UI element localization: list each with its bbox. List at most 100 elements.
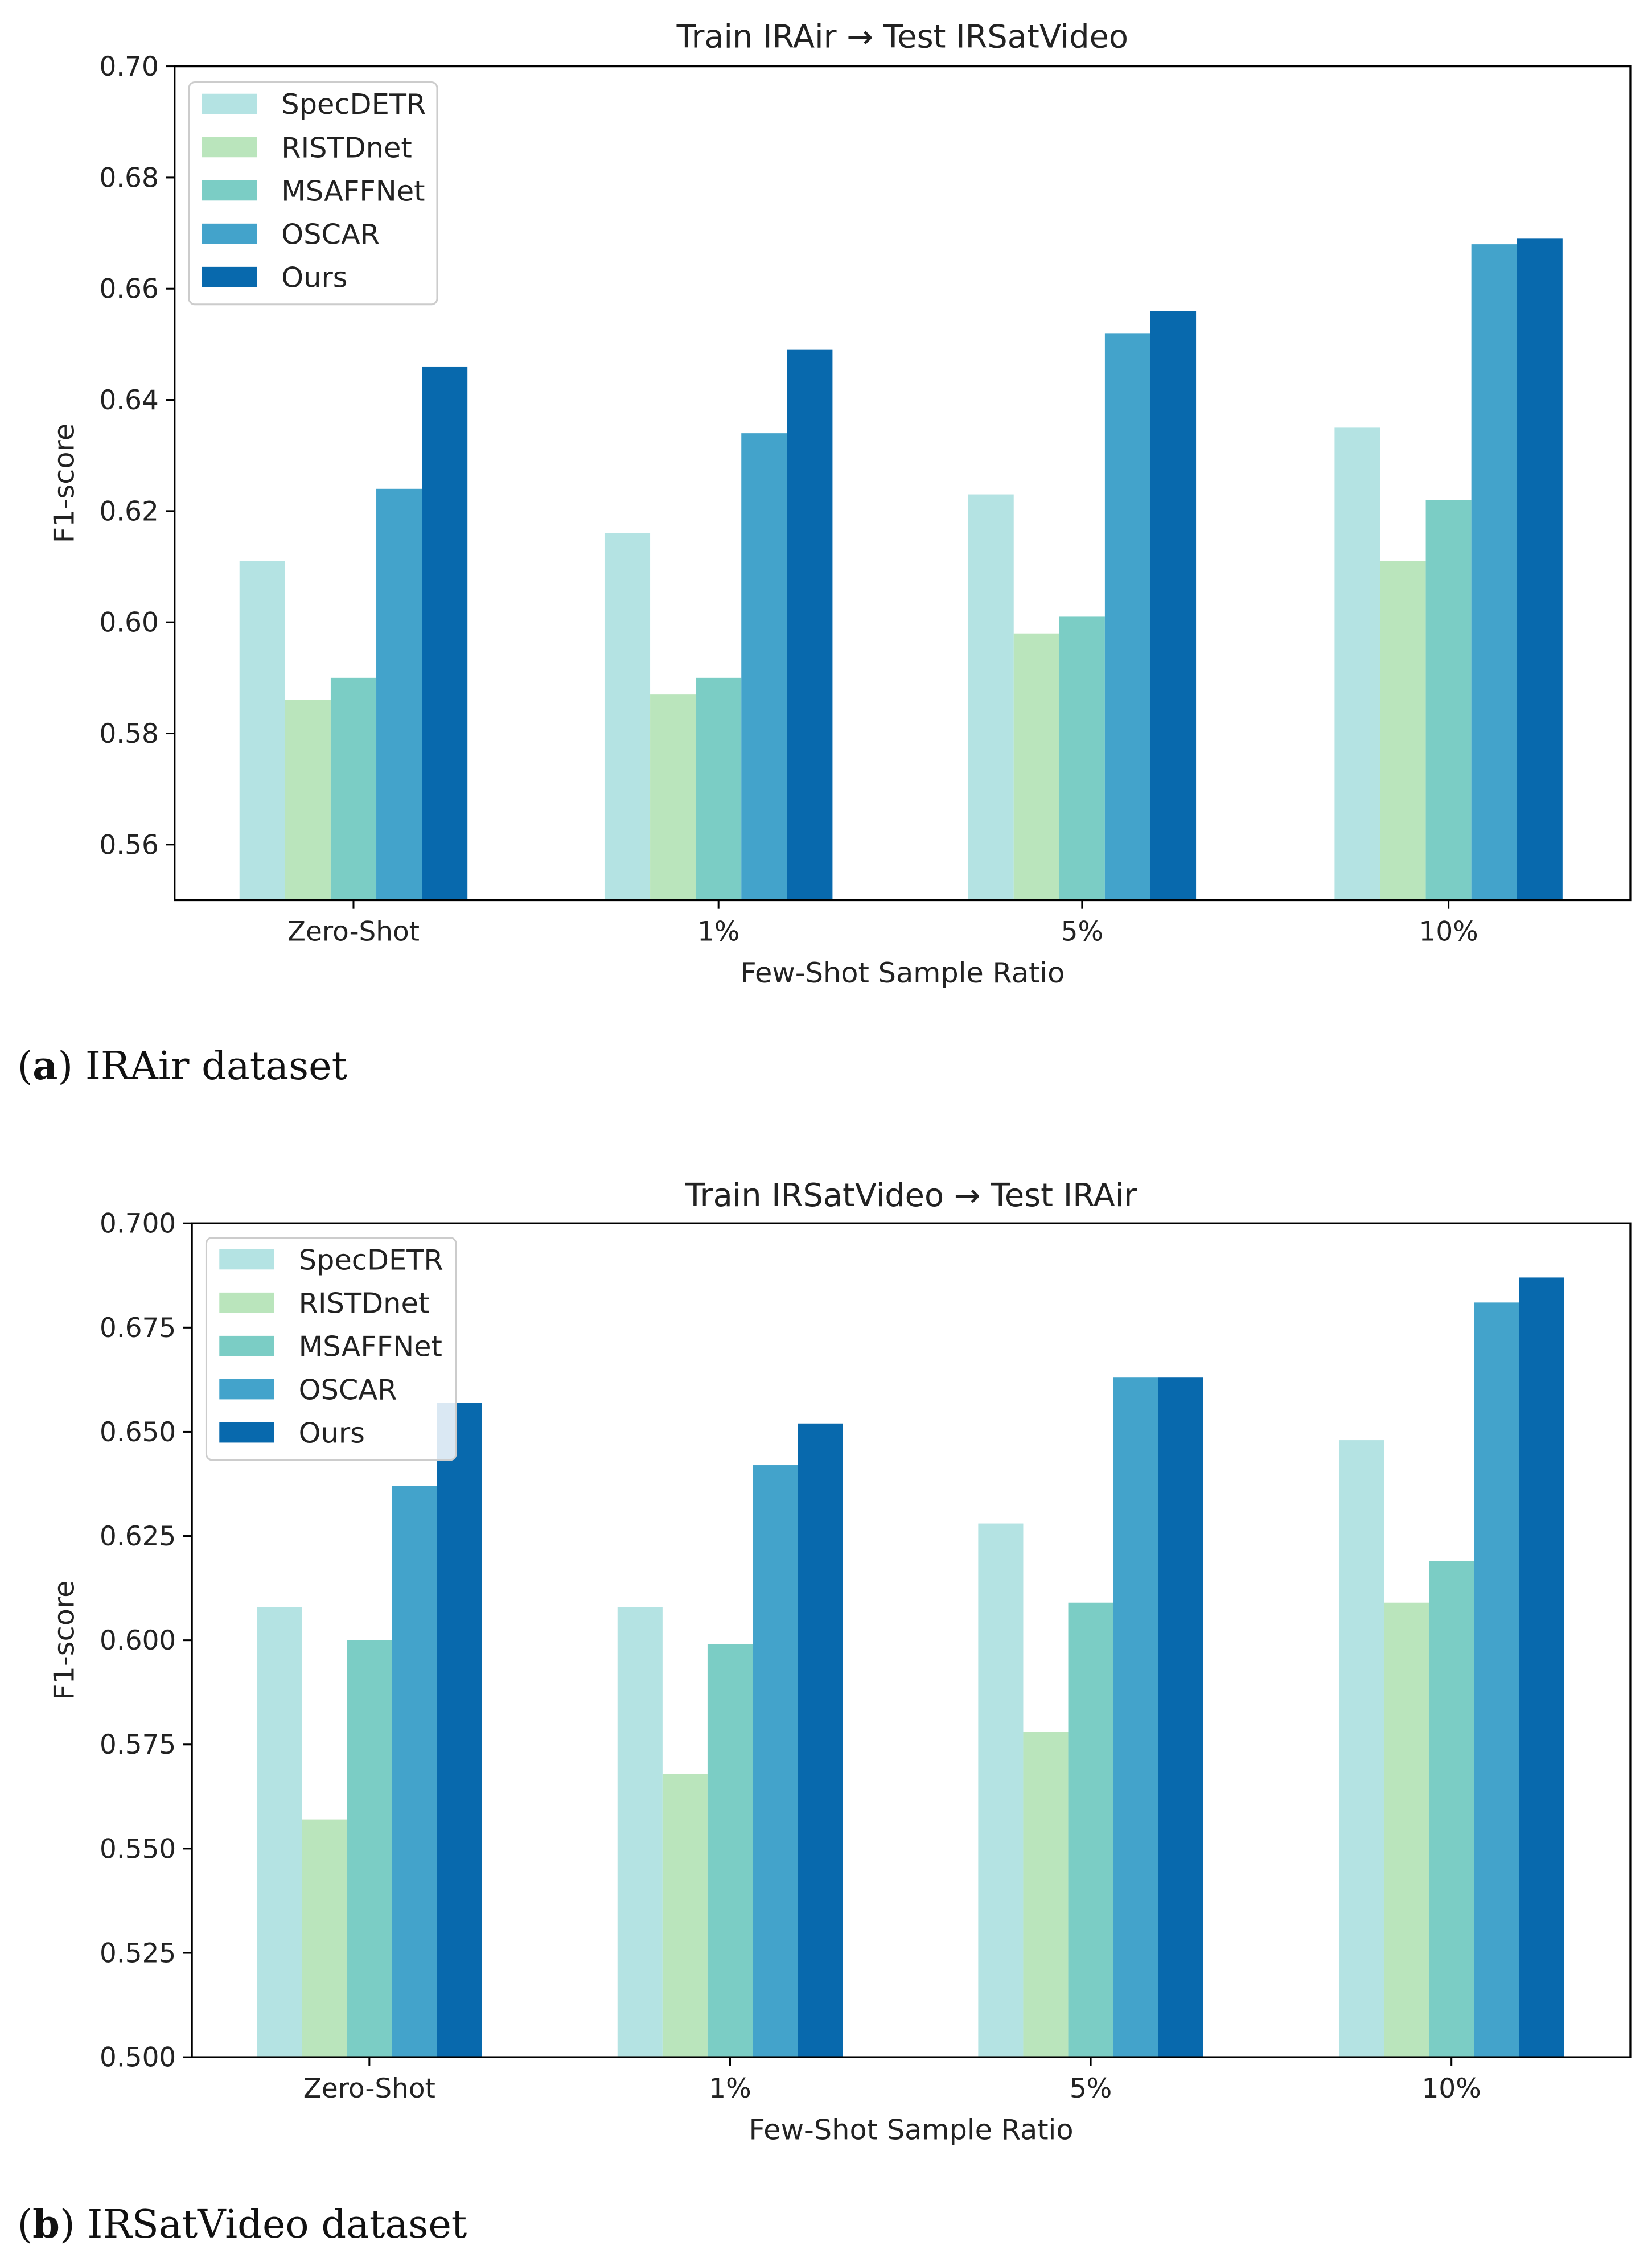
legend-label: MSAFFNet [281, 174, 425, 207]
caption-paren: ( [17, 1043, 32, 1089]
y-tick-label: 0.58 [99, 718, 158, 750]
y-tick-label: 0.68 [99, 162, 158, 194]
caption-letter: b [32, 2202, 60, 2247]
y-tick-label: 0.650 [100, 1417, 176, 1448]
legend: SpecDETR RISTDnet MSAFFNet OSCAR Ours [205, 1237, 457, 1461]
y-tick-label: 0.700 [100, 1208, 176, 1240]
legend-label: SpecDETR [281, 88, 426, 121]
bar-oscar-1 [752, 1465, 798, 2058]
legend-label: RISTDnet [299, 1286, 430, 1319]
bar-ours-2 [1158, 1377, 1203, 2058]
bar-specdetr-2 [968, 494, 1014, 900]
bar-ristdnet-0 [285, 700, 331, 900]
bar-specdetr-3 [1334, 427, 1380, 900]
bar-specdetr-2 [978, 1523, 1024, 2058]
y-tick-label: 0.575 [100, 1729, 176, 1761]
chart-title: Train IRSatVideo → Test IRAir [685, 1177, 1137, 1214]
legend-label: OSCAR [281, 217, 380, 250]
bar-ours-0 [437, 1403, 482, 2058]
legend-label: Ours [281, 261, 347, 294]
y-tick-label: 0.500 [100, 2042, 176, 2074]
bar-ristdnet-1 [650, 694, 696, 900]
bar-specdetr-0 [239, 561, 285, 900]
bar-oscar-0 [392, 1486, 437, 2058]
y-tick-label: 0.64 [99, 385, 158, 416]
bar-ours-0 [422, 366, 468, 900]
legend-swatch-oscar [202, 223, 257, 244]
legend-swatch-msaffnet [219, 1335, 274, 1356]
bar-oscar-3 [1474, 1302, 1519, 2058]
legend-swatch-ristdnet [202, 137, 257, 158]
x-tick-label: Zero-Shot [303, 2073, 435, 2104]
bar-ours-3 [1517, 238, 1563, 900]
bar-specdetr-1 [617, 1607, 663, 2058]
y-axis-label: F1-score [47, 1580, 80, 1700]
bar-oscar-2 [1113, 1377, 1158, 2058]
bar-ristdnet-1 [662, 1774, 708, 2058]
x-axis-label: Few-Shot Sample Ratio [749, 2113, 1073, 2146]
bar-ristdnet-2 [1023, 1732, 1069, 2058]
caption-letter: a [32, 1043, 57, 1089]
bar-oscar-0 [376, 488, 422, 900]
figure-caption: (a) IRAir dataset [17, 1043, 347, 1089]
x-tick-label: 5% [1070, 2073, 1112, 2104]
bar-ristdnet-3 [1380, 561, 1426, 900]
y-tick-label: 0.70 [99, 51, 158, 83]
bar-msaffnet-3 [1425, 500, 1472, 900]
bar-ristdnet-0 [302, 1819, 347, 2058]
bar-ours-3 [1519, 1277, 1564, 2058]
legend-swatch-ours [202, 266, 257, 287]
legend-swatch-specdetr [219, 1249, 274, 1270]
bar-ristdnet-2 [1013, 633, 1059, 900]
bar-ours-1 [798, 1423, 843, 2058]
legend-swatch-ours [219, 1422, 274, 1443]
bar-msaffnet-1 [707, 1644, 753, 2058]
legend-label: OSCAR [299, 1373, 397, 1406]
x-axis-label: Few-Shot Sample Ratio [740, 956, 1065, 989]
chart-title: Train IRAir → Test IRSatVideo [676, 19, 1128, 56]
x-tick-label: Zero-Shot [287, 916, 420, 947]
bar-msaffnet-0 [330, 677, 377, 900]
caption-text: IRSatVideo dataset [87, 2202, 467, 2247]
bar-oscar-2 [1104, 333, 1150, 900]
legend-label: Ours [299, 1416, 365, 1449]
chart-a: 0.56 0.58 0.60 0.62 0.64 0.66 0.68 0.70 Zero-Sho… [17, 19, 1632, 1089]
y-tick-label: 0.525 [100, 1938, 176, 1969]
chart-b: 0.500 0.525 0.550 0.575 0.600 0.625 0.650 0.675… [17, 1177, 1632, 2247]
caption-text: IRAir dataset [85, 1043, 347, 1089]
caption-paren: ( [17, 2202, 32, 2247]
x-tick-label: 10% [1419, 916, 1478, 947]
y-tick-label: 0.66 [99, 274, 158, 305]
x-tick-label: 1% [709, 2073, 751, 2104]
legend-swatch-oscar [219, 1379, 274, 1400]
legend-swatch-specdetr [202, 93, 257, 114]
y-tick-label: 0.60 [99, 607, 158, 639]
bar-msaffnet-1 [696, 677, 742, 900]
legend-label: MSAFFNet [299, 1330, 442, 1363]
bar-msaffnet-2 [1068, 1602, 1113, 2058]
bar-ours-2 [1150, 311, 1197, 900]
y-tick-label: 0.625 [100, 1521, 176, 1552]
y-tick-label: 0.62 [99, 496, 158, 527]
x-tick-label: 10% [1422, 2073, 1481, 2104]
bar-specdetr-1 [604, 533, 651, 900]
bar-specdetr-0 [257, 1607, 302, 2058]
bar-oscar-1 [741, 433, 787, 900]
bar-ristdnet-3 [1384, 1602, 1429, 2058]
bar-msaffnet-0 [347, 1640, 392, 2058]
figure-caption: (b) IRSatVideo dataset [17, 2202, 467, 2247]
bar-specdetr-3 [1338, 1440, 1384, 2058]
legend-label: RISTDnet [281, 131, 412, 164]
y-axis-label: F1-score [47, 423, 80, 543]
legend-swatch-ristdnet [219, 1292, 274, 1313]
plot-frame [174, 65, 1632, 902]
legend-label: SpecDETR [299, 1243, 443, 1276]
legend-swatch-msaffnet [202, 180, 257, 201]
bar-oscar-3 [1471, 244, 1517, 900]
y-tick-label: 0.675 [100, 1313, 176, 1344]
caption-paren: ) [60, 2202, 87, 2247]
caption-paren: ) [57, 1043, 85, 1089]
y-tick-label: 0.550 [100, 1833, 176, 1865]
bar-ours-1 [787, 349, 833, 900]
